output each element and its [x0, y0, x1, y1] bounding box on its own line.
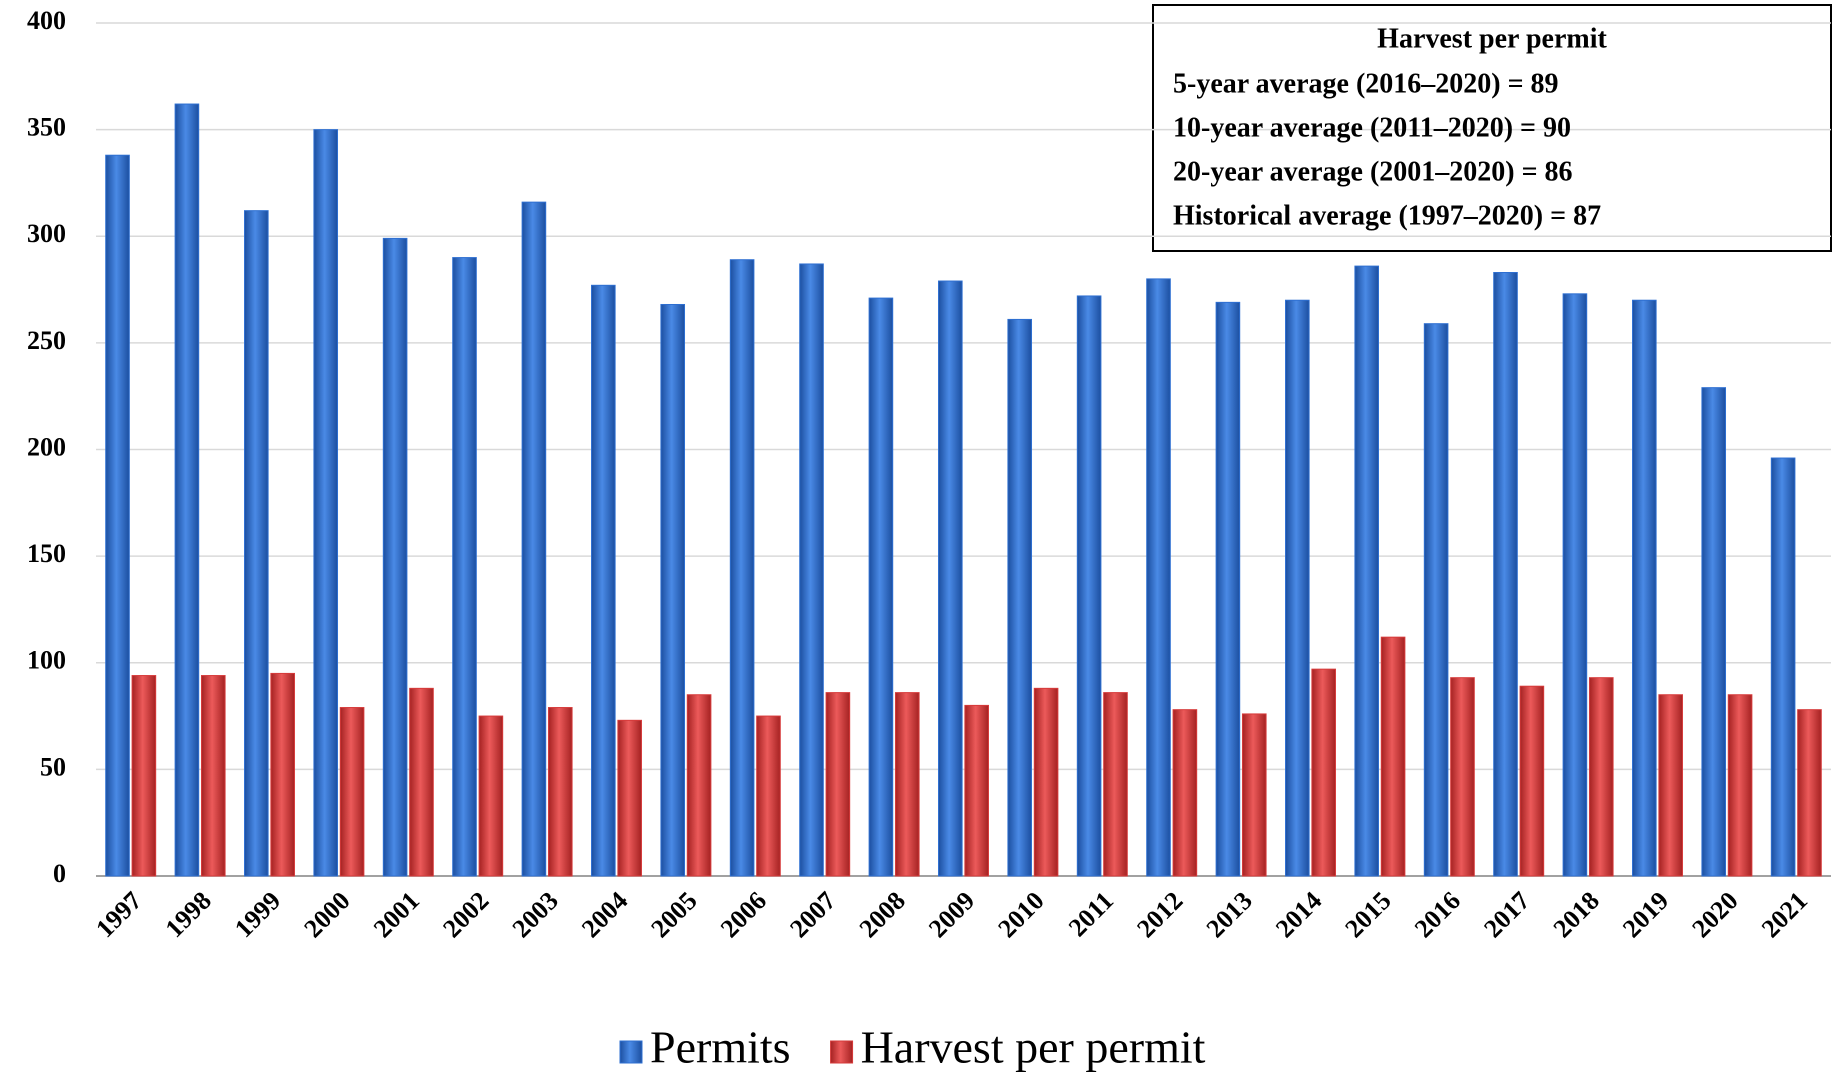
x-tick-label: 2007 — [784, 886, 841, 943]
bar — [1380, 636, 1406, 877]
bar — [1241, 713, 1267, 877]
y-tick-label: 50 — [40, 752, 66, 781]
bar — [868, 297, 894, 877]
bar — [799, 263, 824, 877]
legend-label: Harvest per permit — [861, 1022, 1206, 1073]
y-tick-label: 350 — [27, 113, 66, 142]
y-tick-label: 250 — [27, 326, 66, 355]
legend-swatch — [830, 1040, 854, 1064]
x-tick-label: 2002 — [437, 886, 494, 943]
bar — [478, 715, 504, 877]
x-tick-label: 2011 — [1063, 886, 1119, 942]
x-tick-label: 2008 — [854, 886, 911, 943]
bar — [1103, 692, 1128, 877]
bar — [1285, 299, 1310, 877]
x-tick-label: 2005 — [645, 886, 702, 943]
bar — [1770, 457, 1796, 877]
bar — [964, 704, 989, 877]
x-tick-label: 2001 — [368, 886, 425, 943]
x-tick-label: 1997 — [90, 886, 147, 943]
bar — [729, 259, 755, 877]
x-tick-label: 2013 — [1201, 886, 1258, 943]
bar — [1172, 709, 1198, 877]
x-tick-label: 2006 — [715, 886, 772, 943]
bar — [1354, 265, 1380, 877]
bar — [1450, 677, 1475, 877]
x-tick-label: 2018 — [1548, 886, 1605, 943]
bar — [1007, 318, 1033, 877]
x-tick-label: 2020 — [1686, 886, 1743, 943]
bar — [270, 672, 295, 877]
x-tick-label: 2009 — [923, 886, 980, 943]
bar — [1701, 387, 1727, 877]
y-tick-label: 200 — [27, 432, 66, 461]
bar — [521, 201, 547, 877]
bar — [686, 694, 712, 877]
bar — [1033, 687, 1059, 877]
y-tick-label: 150 — [27, 539, 66, 568]
bar — [200, 675, 226, 877]
x-tick-label: 2017 — [1478, 886, 1535, 943]
x-tick-label: 1998 — [160, 886, 217, 943]
bar — [244, 210, 269, 877]
x-tick-label: 2014 — [1270, 886, 1327, 943]
x-tick-label: 2010 — [992, 886, 1049, 943]
bar — [1632, 299, 1657, 877]
bar — [756, 715, 781, 877]
bar — [1797, 709, 1822, 877]
bar — [339, 707, 365, 877]
y-tick-label: 0 — [53, 859, 66, 888]
x-tick-label: 2003 — [507, 886, 564, 943]
bar — [382, 237, 408, 877]
legend-label: Permits — [650, 1022, 791, 1073]
y-tick-label: 400 — [27, 6, 66, 35]
x-tick-label: 2015 — [1339, 886, 1396, 943]
bar — [131, 675, 157, 877]
bar — [938, 280, 963, 877]
bar — [591, 284, 616, 877]
annotation-line: 10-year average (2011–2020) = 90 — [1173, 112, 1571, 143]
bar — [894, 692, 920, 877]
bar — [1519, 685, 1545, 877]
bar — [313, 129, 339, 877]
bar — [1215, 301, 1241, 877]
bar — [1658, 694, 1683, 877]
y-tick-label: 300 — [27, 219, 66, 248]
bar — [1562, 293, 1588, 877]
bar — [409, 687, 434, 877]
annotation-title: Harvest per permit — [1377, 23, 1607, 54]
bar — [452, 257, 477, 877]
bar — [105, 154, 130, 877]
y-tick-label: 100 — [27, 646, 66, 675]
annotation-line: 20-year average (2001–2020) = 86 — [1173, 156, 1573, 187]
bar — [1076, 295, 1102, 877]
x-tick-label: 2000 — [298, 886, 355, 943]
bar — [1727, 694, 1753, 877]
bar — [660, 303, 686, 877]
bar — [1588, 677, 1614, 877]
x-tick-label: 2004 — [576, 886, 633, 943]
annotation-line: Historical average (1997–2020) = 87 — [1173, 200, 1601, 231]
bar — [1423, 323, 1449, 877]
bar — [825, 692, 851, 877]
bar — [617, 719, 642, 877]
bar — [1493, 272, 1518, 877]
x-tick-label: 2012 — [1131, 886, 1188, 943]
bar — [174, 103, 200, 877]
x-tick-label: 2021 — [1756, 886, 1813, 943]
annotation-line: 5-year average (2016–2020) = 89 — [1173, 68, 1559, 99]
bar — [547, 707, 573, 877]
x-tick-label: 2016 — [1409, 886, 1466, 943]
x-tick-label: 1999 — [229, 886, 286, 943]
bar — [1146, 278, 1171, 877]
legend-swatch — [619, 1040, 643, 1064]
annotation-box — [1152, 4, 1832, 252]
bar — [1311, 668, 1336, 877]
x-tick-label: 2019 — [1617, 886, 1674, 943]
